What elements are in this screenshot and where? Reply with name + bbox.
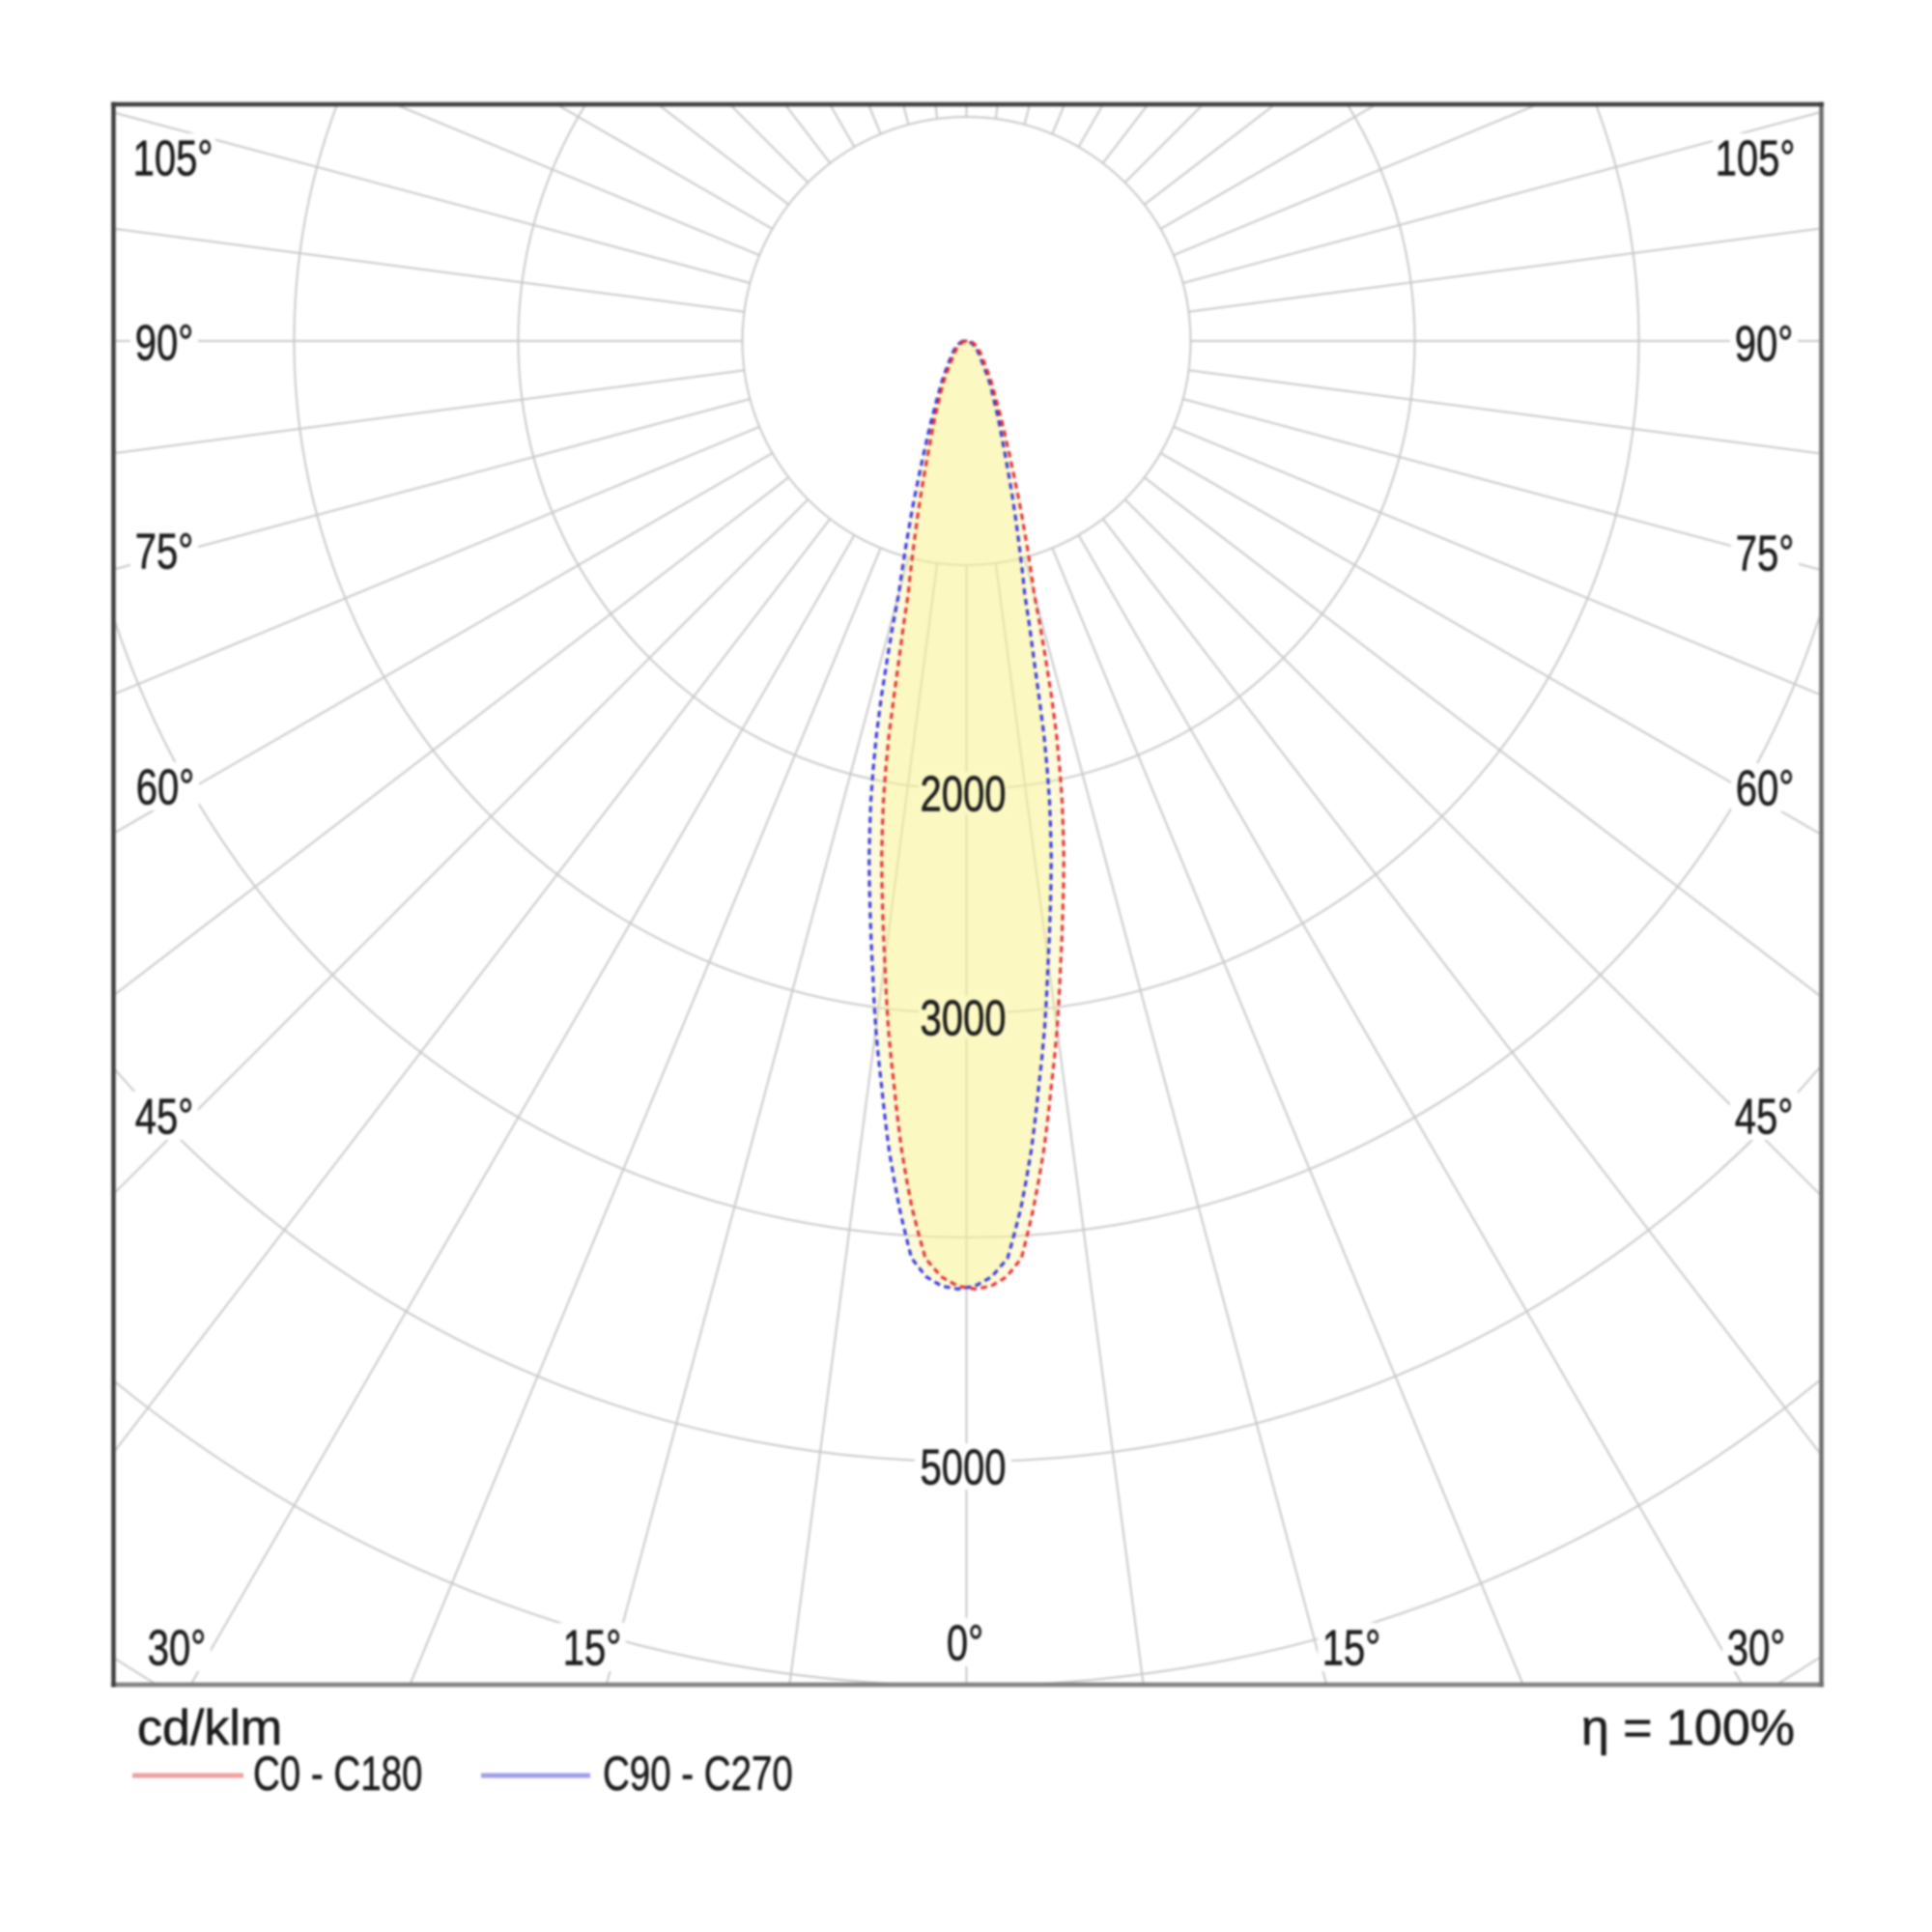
svg-text:3000: 3000: [920, 989, 1006, 1045]
svg-text:η = 100%: η = 100%: [1581, 1700, 1795, 1756]
svg-text:cd/klm: cd/klm: [137, 1700, 282, 1756]
svg-text:C0 - C180: C0 - C180: [253, 1747, 422, 1801]
svg-text:105°: 105°: [133, 129, 213, 185]
svg-text:30°: 30°: [1727, 1619, 1786, 1675]
svg-text:75°: 75°: [135, 523, 194, 579]
svg-text:45°: 45°: [135, 1088, 194, 1144]
svg-text:60°: 60°: [136, 758, 195, 814]
svg-text:15°: 15°: [1322, 1619, 1381, 1675]
svg-text:30°: 30°: [148, 1619, 207, 1675]
svg-text:90°: 90°: [135, 314, 194, 370]
svg-text:5000: 5000: [920, 1438, 1006, 1494]
svg-text:45°: 45°: [1735, 1088, 1794, 1144]
svg-text:C90 - C270: C90 - C270: [603, 1747, 793, 1801]
svg-text:15°: 15°: [563, 1619, 622, 1675]
svg-text:90°: 90°: [1735, 315, 1794, 371]
svg-text:2000: 2000: [920, 765, 1006, 821]
svg-text:0°: 0°: [947, 1614, 983, 1670]
svg-text:105°: 105°: [1716, 129, 1796, 185]
svg-text:60°: 60°: [1736, 759, 1795, 815]
svg-text:75°: 75°: [1736, 525, 1795, 581]
